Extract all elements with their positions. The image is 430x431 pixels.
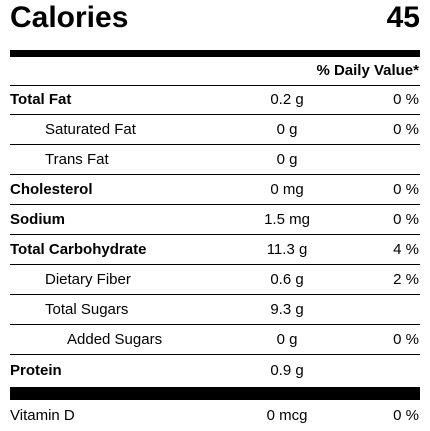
calories-value: 45 [386, 1, 420, 34]
nutrient-label: Sodium [10, 211, 65, 228]
nutrient-label: Saturated Fat [45, 121, 136, 138]
nutrient-amount: 1.5 mg [264, 211, 310, 228]
nutrient-daily-value: 0 % [393, 211, 419, 228]
nutrient-amount: 0 g [276, 121, 298, 138]
nutrient-row-total-carbohydrate: Total Carbohydrate 11.3 g 4 % [10, 236, 420, 265]
nutrient-daily-value: 0 % [393, 331, 419, 348]
nutrient-amount: 0 mg [270, 181, 304, 198]
nutrient-amount: 0.6 g [270, 271, 304, 288]
nutrient-row-dietary-fiber: Dietary Fiber 0.6 g 2 % [10, 266, 420, 295]
nutrient-row-sodium: Sodium 1.5 mg 0 % [10, 206, 420, 235]
vitamin-label: Vitamin D [10, 407, 75, 424]
nutrient-row-trans-fat: Trans Fat 0 g [10, 146, 420, 175]
nutrient-row-protein: Protein 0.9 g [10, 357, 420, 386]
nutrient-amount: 9.3 g [270, 301, 304, 318]
vitamin-amount: 0 mcg [266, 407, 308, 424]
vitamin-row-vitamin-d: Vitamin D 0 mcg 0 % [10, 402, 420, 431]
nutrient-row-total-sugars: Total Sugars 9.3 g [10, 296, 420, 325]
nutrient-label: Total Carbohydrate [10, 241, 147, 258]
daily-value-header: % Daily Value* [10, 57, 420, 86]
nutrient-label: Added Sugars [67, 331, 163, 348]
nutrient-row-cholesterol: Cholesterol 0 mg 0 % [10, 176, 420, 205]
nutrient-row-saturated-fat: Saturated Fat 0 g 0 % [10, 116, 420, 145]
nutrient-row-total-fat: Total Fat 0.2 g 0 % [10, 86, 420, 115]
nutrient-label: Cholesterol [10, 181, 93, 198]
nutrient-label: Total Fat [10, 91, 72, 108]
thick-divider-top [10, 50, 420, 57]
nutrient-label: Trans Fat [45, 151, 109, 168]
nutrient-amount: 0.9 g [270, 362, 304, 379]
nutrient-label: Total Sugars [45, 301, 129, 318]
nutrient-row-added-sugars: Added Sugars 0 g 0 % [10, 326, 420, 355]
nutrient-amount: 11.3 g [266, 241, 308, 258]
nutrient-amount: 0 g [276, 331, 298, 348]
vitamin-daily-value: 0 % [393, 407, 419, 424]
calories-header: Calories 45 [10, 0, 420, 46]
calories-label: Calories [10, 1, 129, 34]
nutrient-amount: 0 g [276, 151, 298, 168]
nutrient-daily-value: 4 % [393, 241, 419, 258]
nutrient-daily-value: 0 % [393, 91, 419, 108]
nutrient-amount: 0.2 g [270, 91, 304, 108]
daily-value-header-text: % Daily Value* [316, 62, 419, 79]
nutrient-label: Dietary Fiber [45, 271, 131, 288]
nutrient-label: Protein [10, 362, 62, 379]
nutrient-daily-value: 0 % [393, 121, 419, 138]
nutrient-daily-value: 0 % [393, 181, 419, 198]
thick-divider-vitamins [10, 387, 420, 400]
nutrient-daily-value: 2 % [393, 271, 419, 288]
